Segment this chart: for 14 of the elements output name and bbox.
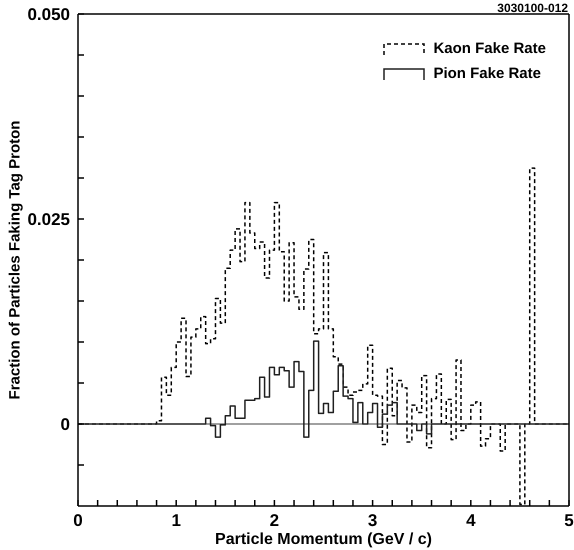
- legend-label: Kaon Fake Rate: [433, 40, 546, 57]
- y-axis-title: Fraction of Particles Faking Tag Proton: [6, 120, 24, 400]
- x-tick-label: 1: [171, 511, 181, 530]
- x-tick-label: 3: [368, 511, 378, 530]
- legend-label: Pion Fake Rate: [433, 65, 541, 82]
- x-tick-label: 5: [564, 511, 574, 530]
- x-axis-title: Particle Momentum (GeV / c): [215, 531, 432, 548]
- y-tick-label: 0: [60, 415, 70, 434]
- y-tick-label: 0.025: [27, 210, 70, 230]
- x-tick-label: 0: [73, 511, 83, 530]
- x-tick-label: 2: [270, 511, 280, 530]
- x-tick-label: 4: [466, 511, 476, 530]
- y-tick-label: 0.050: [27, 5, 70, 24]
- annotation: 3030100-012: [497, 1, 568, 15]
